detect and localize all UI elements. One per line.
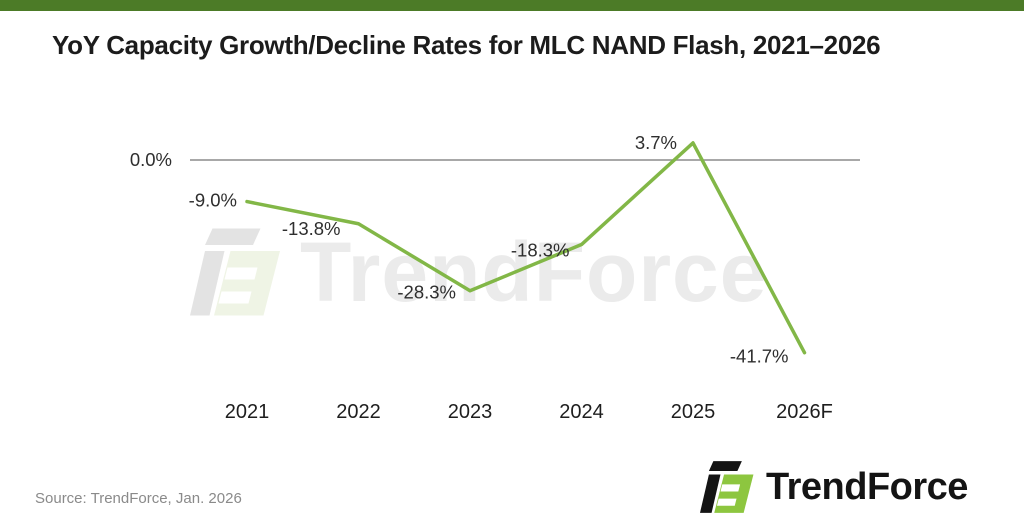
logo-icon-stem — [700, 474, 721, 513]
x-axis-label-2024: 2024 — [559, 401, 604, 423]
trendforce-logo: TrendForce — [700, 459, 968, 515]
logo-icon-notch — [720, 484, 741, 492]
data-label-2023: -28.3% — [397, 282, 456, 303]
source-note: Source: TrendForce, Jan. 2026 — [35, 490, 242, 507]
data-label-2025: 3.7% — [635, 132, 677, 153]
logo-icon-bar — [708, 461, 742, 471]
baseline-label: 0.0% — [130, 149, 172, 170]
x-axis-label-2021: 2021 — [225, 401, 270, 423]
x-axis-label-2022: 2022 — [336, 401, 381, 423]
top-accent-bar — [0, 0, 1024, 11]
logo-icon-notch — [716, 498, 737, 506]
data-label-2021: -9.0% — [189, 190, 237, 211]
data-label-2026F: -41.7% — [730, 346, 789, 367]
trendforce-logo-text: TrendForce — [766, 466, 968, 508]
data-label-2022: -13.8% — [282, 218, 341, 239]
x-axis-label-2023: 2023 — [448, 401, 493, 423]
trendforce-logo-icon — [700, 461, 754, 513]
data-label-2024: -18.3% — [511, 240, 570, 261]
trend-line — [245, 141, 807, 355]
chart-title: YoY Capacity Growth/Decline Rates for ML… — [52, 30, 881, 60]
x-axis-label-2026F: 2026F — [776, 401, 833, 423]
logo-icon-flag — [714, 474, 754, 513]
x-axis-label-2025: 2025 — [671, 401, 716, 423]
